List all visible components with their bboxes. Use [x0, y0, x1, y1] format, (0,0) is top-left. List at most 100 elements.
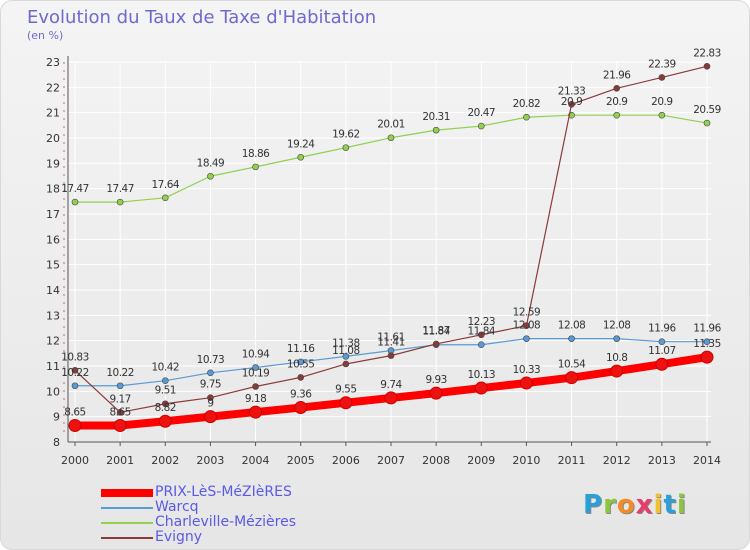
y-tick-label: 15 [46, 259, 60, 272]
data-point [71, 367, 79, 374]
data-label: 22.39 [648, 58, 676, 70]
y-tick-label: 22 [46, 81, 60, 94]
data-label: 9.75 [200, 379, 221, 391]
data-point [203, 410, 217, 424]
data-point [207, 369, 214, 377]
legend-swatch [101, 507, 153, 509]
logo-letter: o [616, 490, 636, 520]
y-tick-label: 18 [46, 183, 60, 196]
x-tick-label: 2014 [693, 454, 721, 467]
data-point [477, 341, 485, 349]
data-label: 19.24 [287, 138, 315, 150]
data-point [387, 352, 395, 359]
data-point [610, 364, 624, 378]
y-tick-label: 19 [46, 157, 60, 170]
logo-letter: t [663, 490, 677, 520]
data-point [387, 134, 395, 142]
y-tick-label: 21 [46, 107, 60, 120]
proxiti-logo: Proxiti [583, 490, 687, 520]
data-label: 10.22 [106, 367, 134, 379]
legend-swatch [101, 537, 153, 539]
data-label: 12.08 [513, 320, 541, 332]
y-tick-label: 16 [46, 233, 60, 246]
y-tick-label: 8 [53, 436, 60, 449]
data-label: 10.73 [197, 354, 225, 366]
data-point [71, 382, 79, 390]
data-point [613, 111, 621, 119]
x-tick-label: 2003 [196, 454, 224, 467]
data-label: 11.61 [377, 332, 405, 344]
data-point [700, 350, 714, 364]
data-point [474, 381, 488, 395]
data-label: 10.55 [287, 358, 315, 370]
data-label: 10.94 [242, 349, 270, 361]
x-tick-label: 2005 [287, 454, 315, 467]
data-label: 11.41 [377, 337, 405, 349]
data-label: 11.16 [287, 343, 315, 355]
data-point [703, 63, 711, 70]
data-point [658, 111, 666, 119]
x-tick-label: 2004 [242, 454, 270, 467]
data-label: 20.9 [561, 96, 582, 108]
data-point [658, 338, 666, 345]
data-point [613, 335, 621, 342]
data-point [519, 376, 533, 390]
data-label: 9.36 [290, 389, 312, 401]
data-point [703, 119, 711, 127]
data-point [613, 85, 621, 92]
data-label: 11.96 [693, 323, 721, 335]
data-point [116, 409, 124, 416]
y-tick-label: 12 [46, 335, 60, 348]
data-point [432, 340, 440, 348]
data-label: 12.59 [513, 307, 541, 319]
legend-label: Warcq [155, 499, 199, 515]
y-tick-label: 9 [53, 411, 60, 424]
logo-letter: P [583, 490, 604, 520]
data-point [207, 172, 214, 180]
data-point [116, 382, 124, 390]
data-point [384, 391, 398, 405]
data-point [297, 153, 305, 161]
data-label: 11.07 [648, 345, 676, 357]
x-tick-label: 2011 [558, 454, 586, 467]
data-label: 10.54 [558, 359, 586, 371]
y-tick-label: 17 [46, 208, 60, 221]
data-label: 11.08 [332, 345, 360, 357]
data-point [71, 198, 79, 206]
logo-letter: i [676, 490, 687, 520]
data-label: 9.55 [335, 384, 356, 396]
data-label: 9.17 [109, 393, 130, 405]
grid [68, 61, 711, 443]
data-point [116, 198, 124, 206]
x-tick-label: 2009 [467, 454, 495, 467]
legend-label: Evigny [155, 529, 203, 545]
series [68, 63, 714, 433]
x-tick-label: 2006 [332, 454, 360, 467]
data-label: 11.84 [422, 326, 450, 338]
data-point [161, 194, 169, 202]
data-point [703, 338, 711, 345]
data-point [565, 371, 579, 385]
data-point [568, 335, 575, 342]
legend-label: Charleville-Mézières [155, 514, 297, 530]
data-label: 8.82 [155, 402, 176, 414]
data-label: 9 [207, 398, 213, 410]
data-label: 12.23 [468, 316, 496, 328]
data-label: 21.96 [603, 69, 631, 81]
chart-title: Evolution du Taux de Taxe d'Habitation [27, 7, 377, 28]
data-point [68, 419, 82, 433]
data-label: 11.38 [332, 337, 360, 349]
data-point [113, 419, 127, 433]
data-point [342, 144, 350, 151]
x-tick-label: 2012 [603, 454, 631, 467]
data-label: 11.35 [693, 338, 721, 350]
data-label: 11.87 [422, 325, 450, 337]
data-point [252, 364, 259, 371]
data-label: 10.8 [606, 352, 627, 364]
data-point [297, 358, 305, 366]
data-point [252, 163, 259, 171]
y-tick-label: 11 [46, 360, 60, 373]
logo-letter: r [603, 490, 617, 520]
data-point [342, 360, 350, 368]
data-point [432, 126, 440, 134]
